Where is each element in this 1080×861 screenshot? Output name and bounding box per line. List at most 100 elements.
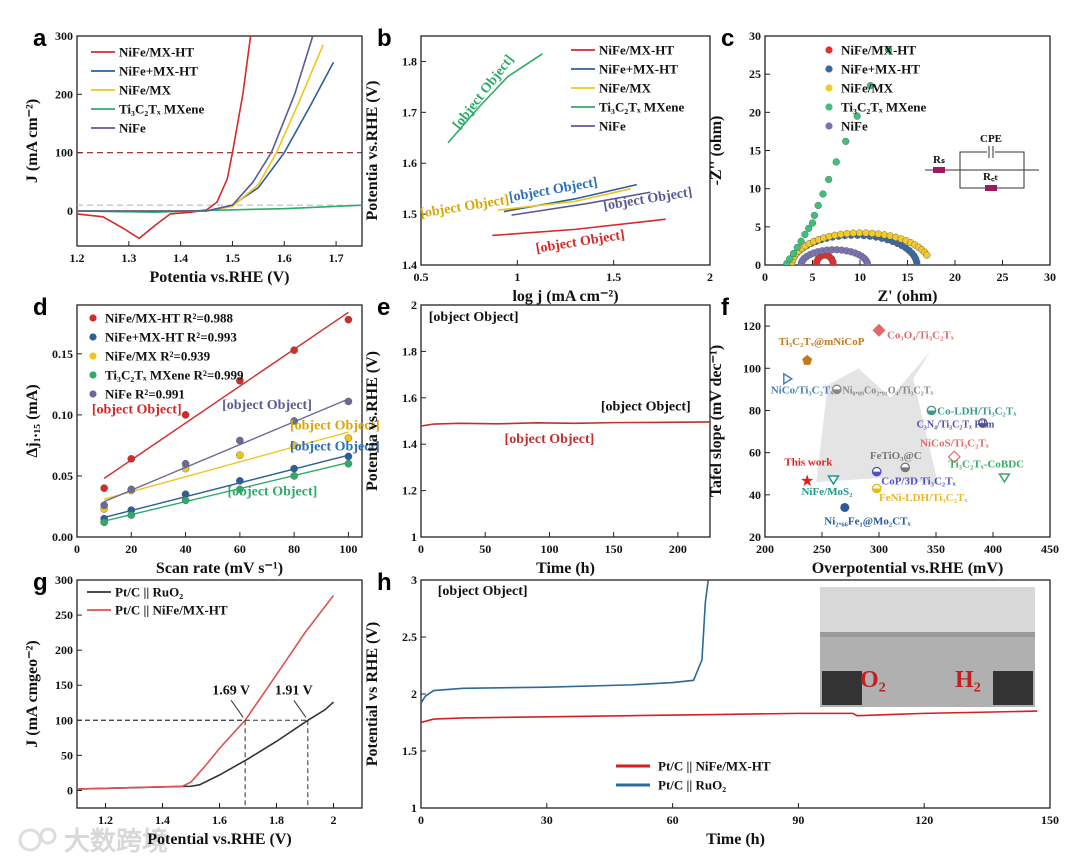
x-tick-label: 20 <box>125 542 137 556</box>
panel-h: h 0 30 60 90 120 150 1 1.5 2 2.5 3 Time (h) Potential… <box>364 569 1059 848</box>
point-label: Ni₀.₀₉Co₂.₉₁O₄/Ti₃C₂Tₓ <box>843 386 934 397</box>
x-tick-label: 1.6 <box>277 251 292 265</box>
series-line-1 <box>77 61 335 212</box>
series-line-0 <box>421 710 1038 724</box>
panel-letter: d <box>33 294 48 321</box>
y-tick-label: 10 <box>749 182 761 196</box>
x-tick-label: 150 <box>1041 813 1059 827</box>
fit-line <box>103 431 349 500</box>
y-axis-label: Δj₁.₁₅ (mA) <box>24 384 41 457</box>
point-label: Ni₂.₆₆Fe₁@Mo₂CTₓ <box>824 515 911 527</box>
data-point <box>181 496 190 505</box>
y-tick-label: 2 <box>411 687 417 701</box>
diamond-marker-icon <box>947 450 961 464</box>
x-tick-label: 1.6 <box>212 813 227 827</box>
legend-label: NiFe <box>119 121 146 136</box>
data-point <box>290 346 298 354</box>
y-tick-label: 1.6 <box>402 391 417 405</box>
legend-label: NiFe+MX-HT R²=0.993 <box>105 330 237 345</box>
y-axis-label: J (mA cmgeo⁻²) <box>24 640 41 747</box>
y-tick-label: 0.10 <box>52 408 73 422</box>
series-line-4 <box>511 191 651 216</box>
x-tick-label: 10 <box>854 270 866 284</box>
point-label: CoP/3D Ti₃C₂Tₓ <box>881 475 956 487</box>
legend-label: NiFe R²=0.991 <box>105 387 185 402</box>
data-point <box>884 46 893 54</box>
x-tick-label: 100 <box>339 542 357 556</box>
legend-label: NiFe+MX-HT <box>119 64 198 79</box>
plot-area <box>421 421 710 427</box>
plot-area <box>816 351 939 485</box>
plot-area <box>447 53 666 237</box>
plot-frame <box>764 304 1051 538</box>
x-tick-label: 2 <box>331 813 337 827</box>
data-point <box>236 485 244 494</box>
fit-line <box>103 454 349 519</box>
plot-frame <box>420 35 711 266</box>
x-tick-label: 200 <box>669 542 687 556</box>
data-point <box>344 397 353 406</box>
x-tick-label: 350 <box>927 542 945 556</box>
y-axis-label: -Z'' (ohm) <box>708 116 725 186</box>
x-tick-label: 1.5 <box>225 251 240 265</box>
data-point <box>923 251 931 259</box>
x-axis-label: Potentia vs.RHE (V) <box>150 269 290 286</box>
annotation: [object Object] <box>290 419 380 434</box>
triangle-marker-icon <box>783 372 794 386</box>
y-tick-label: 0.00 <box>52 530 73 544</box>
pentagon-marker-icon <box>802 354 813 365</box>
legend-swatch <box>825 122 833 130</box>
x-tick-label: 200 <box>756 542 774 556</box>
data-point <box>855 229 864 237</box>
data-point <box>853 112 861 120</box>
legend-swatch <box>825 84 833 92</box>
x-axis-label: Time (h) <box>706 831 765 848</box>
point-label: This work <box>784 456 833 468</box>
watermark-logo-icon <box>18 827 57 852</box>
y-tick-label: 2.5 <box>402 630 417 644</box>
triangle-marker-icon <box>827 475 840 486</box>
y-tick-label: 80 <box>749 403 761 417</box>
plot-area <box>77 36 362 240</box>
data-point <box>127 511 136 519</box>
data-point <box>866 82 875 90</box>
annotation: [object Object] <box>438 584 528 599</box>
x-tick-label: 1.8 <box>269 813 284 827</box>
fit-line <box>103 398 349 503</box>
y-tick-label: 1.4 <box>402 437 417 451</box>
y-tick-label: 50 <box>61 748 73 762</box>
x-tick-label: 1.4 <box>155 813 170 827</box>
x-tick-label: 1.3 <box>121 251 136 265</box>
legend-swatch <box>825 46 833 54</box>
panel-e: e 0 50 100 150 200 1 1.2 1.4 1.6 1.8 2 Time (h) Poten… <box>364 294 711 577</box>
point-label: Co-LDH/Ti₃C₂Tₓ <box>937 406 1017 418</box>
x-tick-label: 50 <box>479 542 491 556</box>
x-tick-label: 30 <box>1044 270 1056 284</box>
x-tick-label: 120 <box>915 813 933 827</box>
series-line-0 <box>421 421 710 427</box>
legend-label: NiFe/MX-HT <box>119 45 194 60</box>
legend-label: NiFe/MX <box>841 81 894 96</box>
data-point <box>344 459 353 468</box>
x-axis-label: Overpotential vs.RHE (mV) <box>812 560 1004 577</box>
x-axis-label: log j (mA cm⁻²) <box>512 288 618 305</box>
y-tick-label: 60 <box>749 446 761 460</box>
x-axis-label: Z' (ohm) <box>878 288 938 305</box>
panel-d: d 0 20 40 60 80 100 0.00 0.05 0.10 0.15 Scan rate (… <box>24 294 380 577</box>
data-point <box>236 477 244 485</box>
data-point <box>793 243 801 252</box>
y-tick-label: 0 <box>67 204 73 218</box>
legend-swatch <box>89 371 97 379</box>
circuit-label: R꜀ₜ <box>983 171 998 183</box>
x-tick-label: 1.2 <box>98 813 113 827</box>
data-point <box>880 231 888 239</box>
fit-line <box>103 461 349 522</box>
y-tick-label: 0 <box>755 258 761 272</box>
series-line-1 <box>421 580 710 704</box>
y-tick-label: 5 <box>755 220 761 234</box>
panel-letter: f <box>721 294 730 321</box>
series-line-3 <box>447 53 543 144</box>
point-label: FeTiO₃@C <box>870 450 922 462</box>
legend-label: NiFe+MX-HT <box>599 62 678 77</box>
data-point <box>829 261 837 265</box>
